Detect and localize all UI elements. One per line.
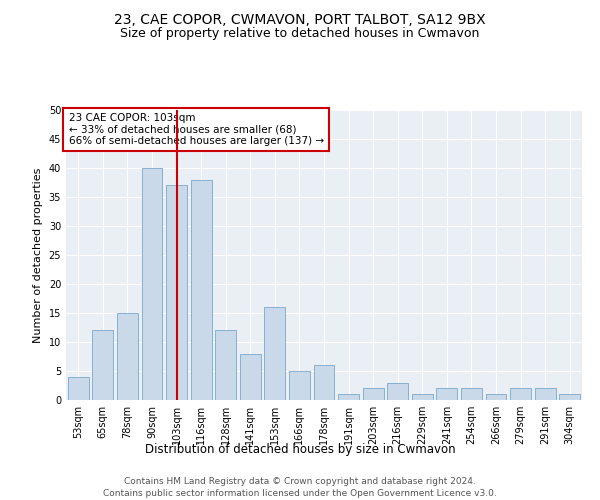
- Bar: [559, 394, 580, 400]
- Bar: [68, 377, 89, 400]
- Bar: [461, 388, 482, 400]
- Bar: [240, 354, 261, 400]
- Text: Contains public sector information licensed under the Open Government Licence v3: Contains public sector information licen…: [103, 489, 497, 498]
- Text: Size of property relative to detached houses in Cwmavon: Size of property relative to detached ho…: [121, 28, 479, 40]
- Bar: [535, 388, 556, 400]
- Bar: [387, 382, 408, 400]
- Bar: [166, 186, 187, 400]
- Y-axis label: Number of detached properties: Number of detached properties: [33, 168, 43, 342]
- Text: Distribution of detached houses by size in Cwmavon: Distribution of detached houses by size …: [145, 442, 455, 456]
- Text: 23, CAE COPOR, CWMAVON, PORT TALBOT, SA12 9BX: 23, CAE COPOR, CWMAVON, PORT TALBOT, SA1…: [114, 12, 486, 26]
- Bar: [142, 168, 163, 400]
- Bar: [92, 330, 113, 400]
- Bar: [412, 394, 433, 400]
- Bar: [338, 394, 359, 400]
- Bar: [314, 365, 334, 400]
- Bar: [265, 307, 286, 400]
- Bar: [436, 388, 457, 400]
- Bar: [362, 388, 383, 400]
- Bar: [289, 371, 310, 400]
- Text: 23 CAE COPOR: 103sqm
← 33% of detached houses are smaller (68)
66% of semi-detac: 23 CAE COPOR: 103sqm ← 33% of detached h…: [68, 113, 324, 146]
- Bar: [117, 313, 138, 400]
- Text: Contains HM Land Registry data © Crown copyright and database right 2024.: Contains HM Land Registry data © Crown c…: [124, 478, 476, 486]
- Bar: [485, 394, 506, 400]
- Bar: [215, 330, 236, 400]
- Bar: [191, 180, 212, 400]
- Bar: [510, 388, 531, 400]
